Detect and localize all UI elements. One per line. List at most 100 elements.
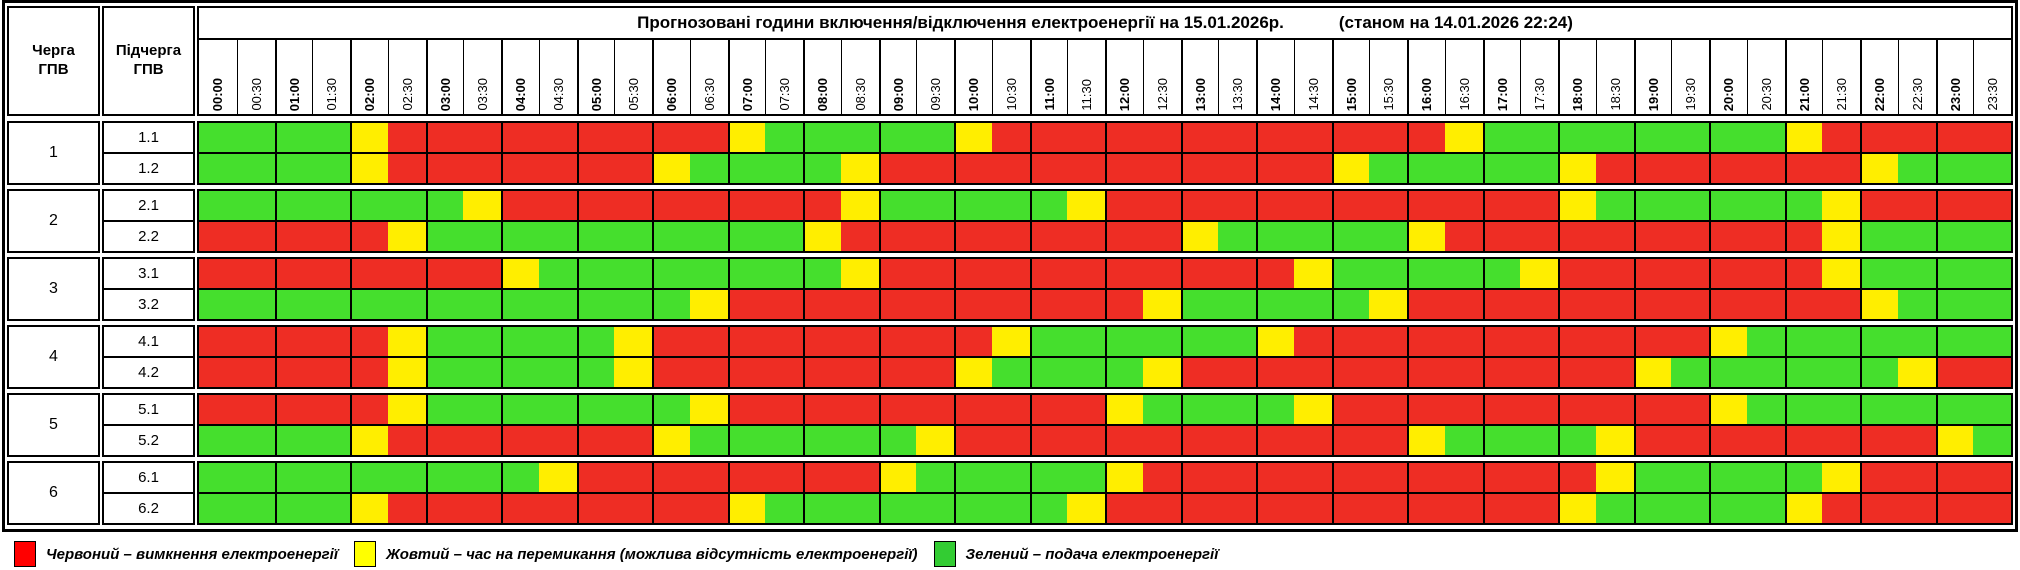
legend-label: Зелений – подача електроенергії	[965, 545, 1219, 563]
time-column-header: 09:30	[916, 40, 954, 114]
status-cell	[1180, 290, 1219, 319]
status-cell	[1935, 222, 1974, 251]
status-cell	[727, 327, 766, 356]
status-cell	[1558, 290, 1596, 319]
status-cell	[236, 191, 275, 220]
status-cell	[1331, 259, 1370, 288]
time-column-header: 02:00	[350, 40, 388, 114]
subqueue-labels: 6.1 6.2	[102, 461, 195, 525]
status-cell	[614, 358, 652, 387]
time-label: 00:30	[248, 78, 264, 111]
time-label: 22:30	[1909, 78, 1925, 111]
status-cell	[1671, 154, 1709, 183]
status-cell	[538, 259, 577, 288]
status-cell	[1822, 222, 1860, 251]
time-column-header: 05:00	[576, 40, 615, 114]
status-cell	[350, 154, 388, 183]
status-cell	[1558, 222, 1596, 251]
status-cell	[1218, 222, 1256, 251]
time-column-header: 14:00	[1256, 40, 1294, 114]
status-cell	[350, 358, 388, 387]
status-cell	[1444, 395, 1483, 424]
status-cell	[538, 123, 577, 152]
status-cell	[803, 191, 841, 220]
status-cell	[350, 426, 388, 455]
status-cell	[689, 395, 728, 424]
status-cell	[1671, 290, 1709, 319]
status-cell	[878, 395, 917, 424]
status-cell	[1973, 191, 2011, 220]
queue-label: 4	[7, 325, 100, 389]
subqueue-label: 3.1	[104, 259, 193, 290]
time-label: 16:00	[1419, 77, 1435, 111]
status-cell	[1520, 358, 1558, 387]
status-cell	[1293, 463, 1332, 492]
legend-item: Зелений – подача електроенергії	[933, 541, 1219, 567]
status-cell	[1973, 358, 2011, 387]
time-column-header: 18:30	[1595, 40, 1634, 114]
status-cell	[538, 222, 577, 251]
legend-swatch	[933, 541, 956, 567]
status-cell	[425, 395, 464, 424]
status-cell	[1520, 494, 1558, 523]
status-cell	[1595, 259, 1634, 288]
status-cell	[387, 358, 426, 387]
status-cell	[727, 191, 766, 220]
time-label: 17:30	[1532, 78, 1548, 111]
status-cell	[652, 463, 690, 492]
status-cell	[199, 395, 237, 424]
schedule-row	[199, 154, 2011, 183]
time-label: 18:00	[1570, 77, 1586, 111]
time-column-header: 12:00	[1105, 40, 1143, 114]
status-cell	[1595, 494, 1634, 523]
time-label: 21:30	[1834, 78, 1850, 111]
time-column-header: 00:30	[236, 40, 275, 114]
status-cell	[236, 222, 275, 251]
status-cell	[1709, 426, 1747, 455]
status-cell	[1444, 123, 1483, 152]
status-cell	[425, 290, 464, 319]
status-cell	[387, 259, 426, 288]
status-cell	[1293, 327, 1332, 356]
status-cell	[954, 395, 992, 424]
schedule-cells	[197, 393, 2013, 457]
status-cell	[1671, 395, 1709, 424]
time-column-header: 03:30	[463, 40, 501, 114]
status-cell	[425, 327, 464, 356]
schedule-row	[199, 290, 2011, 319]
status-cell	[199, 494, 237, 523]
subqueue-label: 4.1	[104, 327, 193, 358]
status-cell	[236, 123, 275, 152]
status-cell	[878, 463, 917, 492]
status-cell	[1897, 494, 1936, 523]
status-cell	[576, 327, 615, 356]
time-label: 22:00	[1872, 77, 1888, 111]
status-cell	[614, 494, 652, 523]
status-cell	[463, 123, 501, 152]
status-cell	[1784, 222, 1823, 251]
time-column-header: 13:00	[1180, 40, 1219, 114]
status-cell	[1671, 358, 1709, 387]
status-cell	[199, 463, 237, 492]
status-cell	[538, 327, 577, 356]
status-cell	[463, 395, 501, 424]
status-cell	[274, 463, 313, 492]
status-cell	[274, 154, 313, 183]
status-cell	[1709, 259, 1747, 288]
subqueue-labels: 2.1 2.2	[102, 189, 195, 253]
status-cell	[1709, 494, 1747, 523]
status-cell	[463, 494, 501, 523]
status-cell	[689, 259, 728, 288]
subqueue-label: 5.1	[104, 395, 193, 426]
status-cell	[1633, 222, 1672, 251]
status-cell	[501, 123, 539, 152]
subqueue-label: 6.2	[138, 500, 159, 517]
status-cell	[803, 222, 841, 251]
status-cell	[652, 259, 690, 288]
subqueue-labels: 4.1 4.2	[102, 325, 195, 389]
status-cell	[1293, 358, 1332, 387]
status-cell	[1142, 259, 1181, 288]
status-cell	[1142, 327, 1181, 356]
status-cell	[727, 426, 766, 455]
time-label: 20:00	[1721, 77, 1737, 111]
